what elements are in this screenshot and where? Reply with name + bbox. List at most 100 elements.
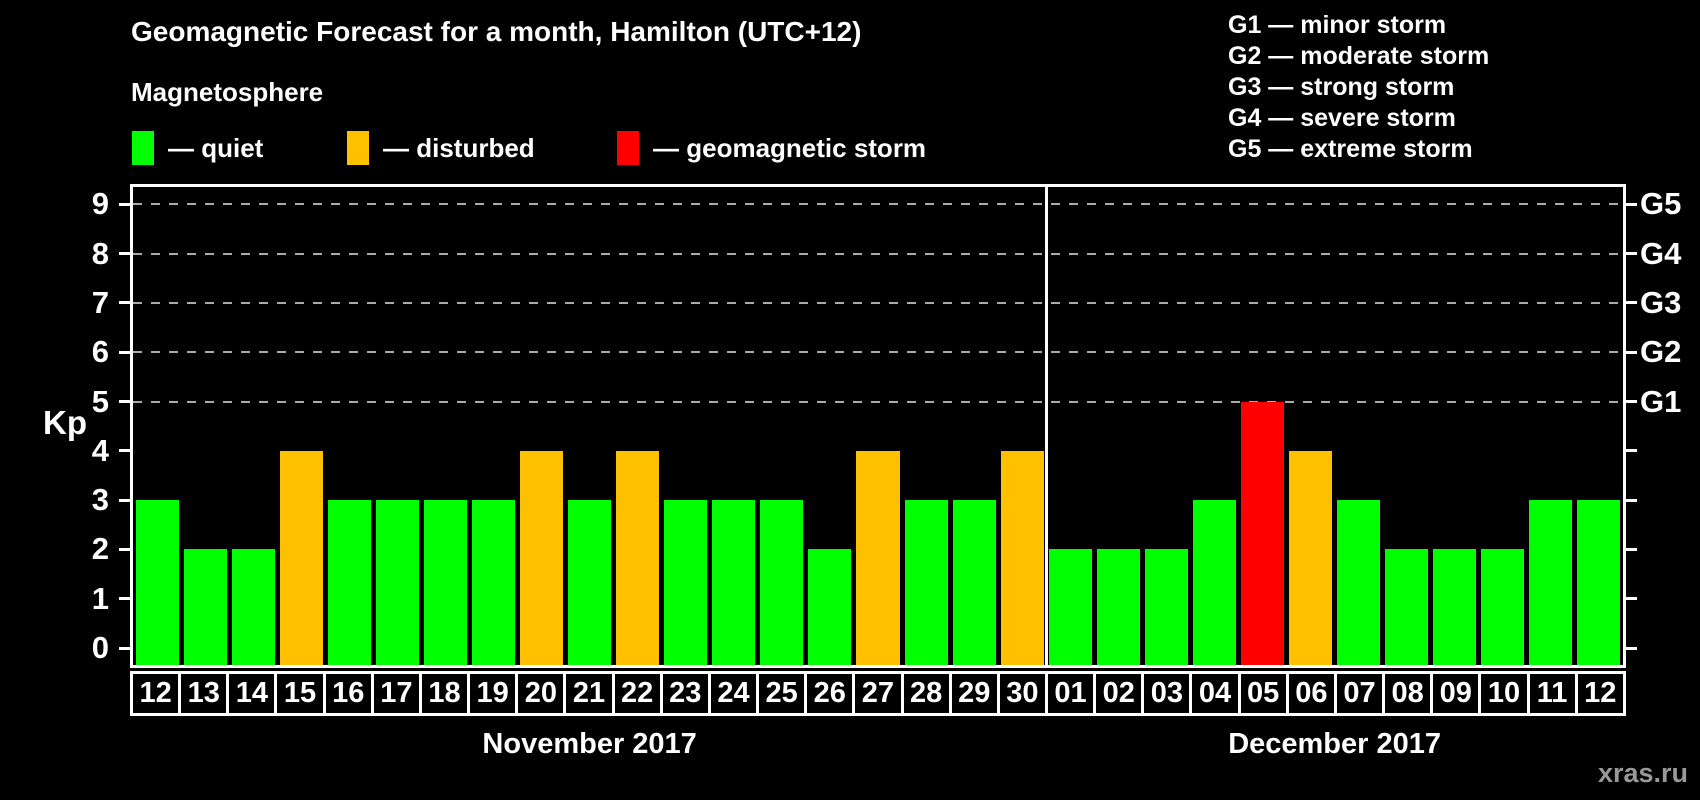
kp-bar (616, 450, 660, 665)
watermark: xras.ru (1597, 758, 1688, 788)
day-label: 19 (470, 674, 519, 713)
legend-label: — disturbed (383, 132, 535, 163)
y-tick-label: 7 (91, 284, 109, 320)
y-tick-label: 6 (91, 334, 109, 370)
y-tick-label: 3 (91, 482, 109, 518)
kp-bar (423, 500, 467, 665)
y-tick-label: 0 (91, 630, 109, 665)
kp-bar (1529, 500, 1573, 665)
gridline-kp7 (133, 301, 1623, 304)
day-label: 23 (663, 674, 711, 713)
y-tick-right (1626, 301, 1637, 305)
y-tick-left (119, 646, 130, 650)
kp-bar (1000, 450, 1044, 665)
month-separator (1044, 187, 1048, 665)
kp-bar (1240, 401, 1285, 665)
day-label: 28 (904, 674, 952, 713)
chart-title: Geomagnetic Forecast for a month, Hamilt… (131, 16, 862, 47)
g-axis-label-g4: G4 (1640, 235, 1682, 271)
kp-bar (1385, 549, 1429, 665)
day-label: 24 (711, 674, 760, 713)
kp-bar (1289, 450, 1333, 665)
g-axis-label-g1: G1 (1640, 383, 1682, 419)
day-label: 29 (952, 674, 1000, 713)
y-tick-label: 1 (91, 580, 109, 616)
kp-bar (1192, 500, 1236, 665)
kp-bar (520, 450, 564, 665)
y-tick-left (119, 597, 130, 601)
day-label: 27 (855, 674, 904, 713)
g-legend-line: G2 — moderate storm (1228, 42, 1490, 70)
kp-bar (760, 500, 804, 665)
day-label: 12 (1584, 677, 1617, 709)
day-label: 21 (566, 674, 615, 713)
kp-bar (375, 500, 419, 665)
y-tick-right (1626, 350, 1637, 354)
y-tick-right (1626, 547, 1637, 551)
gridline-kp5 (133, 400, 1623, 403)
kp-bar (231, 549, 275, 665)
y-tick-left (119, 301, 130, 305)
day-label: 20 (518, 674, 567, 713)
disturbed-swatch-icon (347, 131, 369, 165)
day-label: 26 (807, 674, 856, 713)
kp-bar (808, 549, 852, 665)
day-label: 13 (181, 674, 230, 713)
g-legend-line: G4 — severe storm (1228, 104, 1456, 132)
gridline-kp9 (133, 203, 1623, 206)
y-tick-left (119, 449, 130, 453)
month-label: December 2017 (1228, 728, 1442, 760)
kp-bar (1048, 549, 1092, 665)
y-tick-right (1626, 400, 1637, 403)
day-label: 07 (1337, 674, 1386, 713)
y-tick-label: 4 (91, 432, 109, 468)
y-tick-left (119, 350, 130, 354)
g-legend-line: G1 — minor storm (1228, 11, 1447, 39)
legend-item-storm: — geomagnetic storm (617, 128, 926, 168)
legend-item-quiet: — quiet (132, 128, 263, 168)
y-tick-left (119, 202, 130, 206)
month-label: November 2017 (482, 728, 697, 760)
y-tick-label: 5 (91, 383, 109, 419)
day-label: 14 (229, 674, 278, 713)
y-tick-label: 2 (91, 531, 109, 567)
y-tick-label: 8 (91, 235, 109, 271)
kp-bar (664, 500, 708, 665)
day-label: 04 (1192, 674, 1241, 713)
kp-bar (856, 450, 900, 665)
g-scale-legend: G1 — minor storm G2 — moderate storm G3 — … (1228, 10, 1489, 165)
g-legend-line: G5 — extreme storm (1228, 135, 1473, 163)
legend-label: — geomagnetic storm (653, 132, 927, 163)
g-axis-label-g2: G2 (1640, 334, 1682, 370)
kp-bar (279, 450, 323, 665)
day-label: 30 (1000, 674, 1048, 713)
y-tick-label: 9 (91, 186, 109, 222)
kp-bar (327, 500, 371, 665)
g-axis-label-g5: G5 (1640, 186, 1682, 222)
day-label: 03 (1144, 674, 1193, 713)
day-label: 09 (1433, 674, 1482, 713)
kp-bar (568, 500, 612, 665)
kp-bar (135, 500, 179, 665)
day-label: 12 (133, 674, 182, 713)
kp-bar (1144, 549, 1188, 665)
y-tick-right (1626, 202, 1637, 206)
day-label: 02 (1096, 674, 1145, 713)
kp-bar (712, 500, 756, 665)
day-label: 15 (277, 674, 326, 713)
day-label: 11 (1530, 674, 1578, 713)
plot-area: 0 1 2 3 4 5 6 7 8 9 G1 G2 G3 G4 G5 (92, 184, 1681, 668)
day-label: 25 (759, 674, 808, 713)
magnetosphere-label: Magnetosphere (131, 77, 324, 107)
day-label: 22 (615, 674, 663, 713)
day-axis-row: 12 13 14 15 16 17 18 19 20 21 22 23 24 25 26 27 28 29 30 01… (130, 671, 1626, 716)
y-tick-right (1626, 597, 1637, 601)
kp-bar (904, 500, 948, 665)
y-tick-right (1626, 449, 1637, 453)
gridline-kp8 (133, 252, 1623, 255)
legend-label: — quiet (168, 132, 264, 163)
kp-bar (1096, 549, 1140, 665)
y-tick-left (119, 400, 130, 403)
y-tick-right (1626, 646, 1637, 650)
